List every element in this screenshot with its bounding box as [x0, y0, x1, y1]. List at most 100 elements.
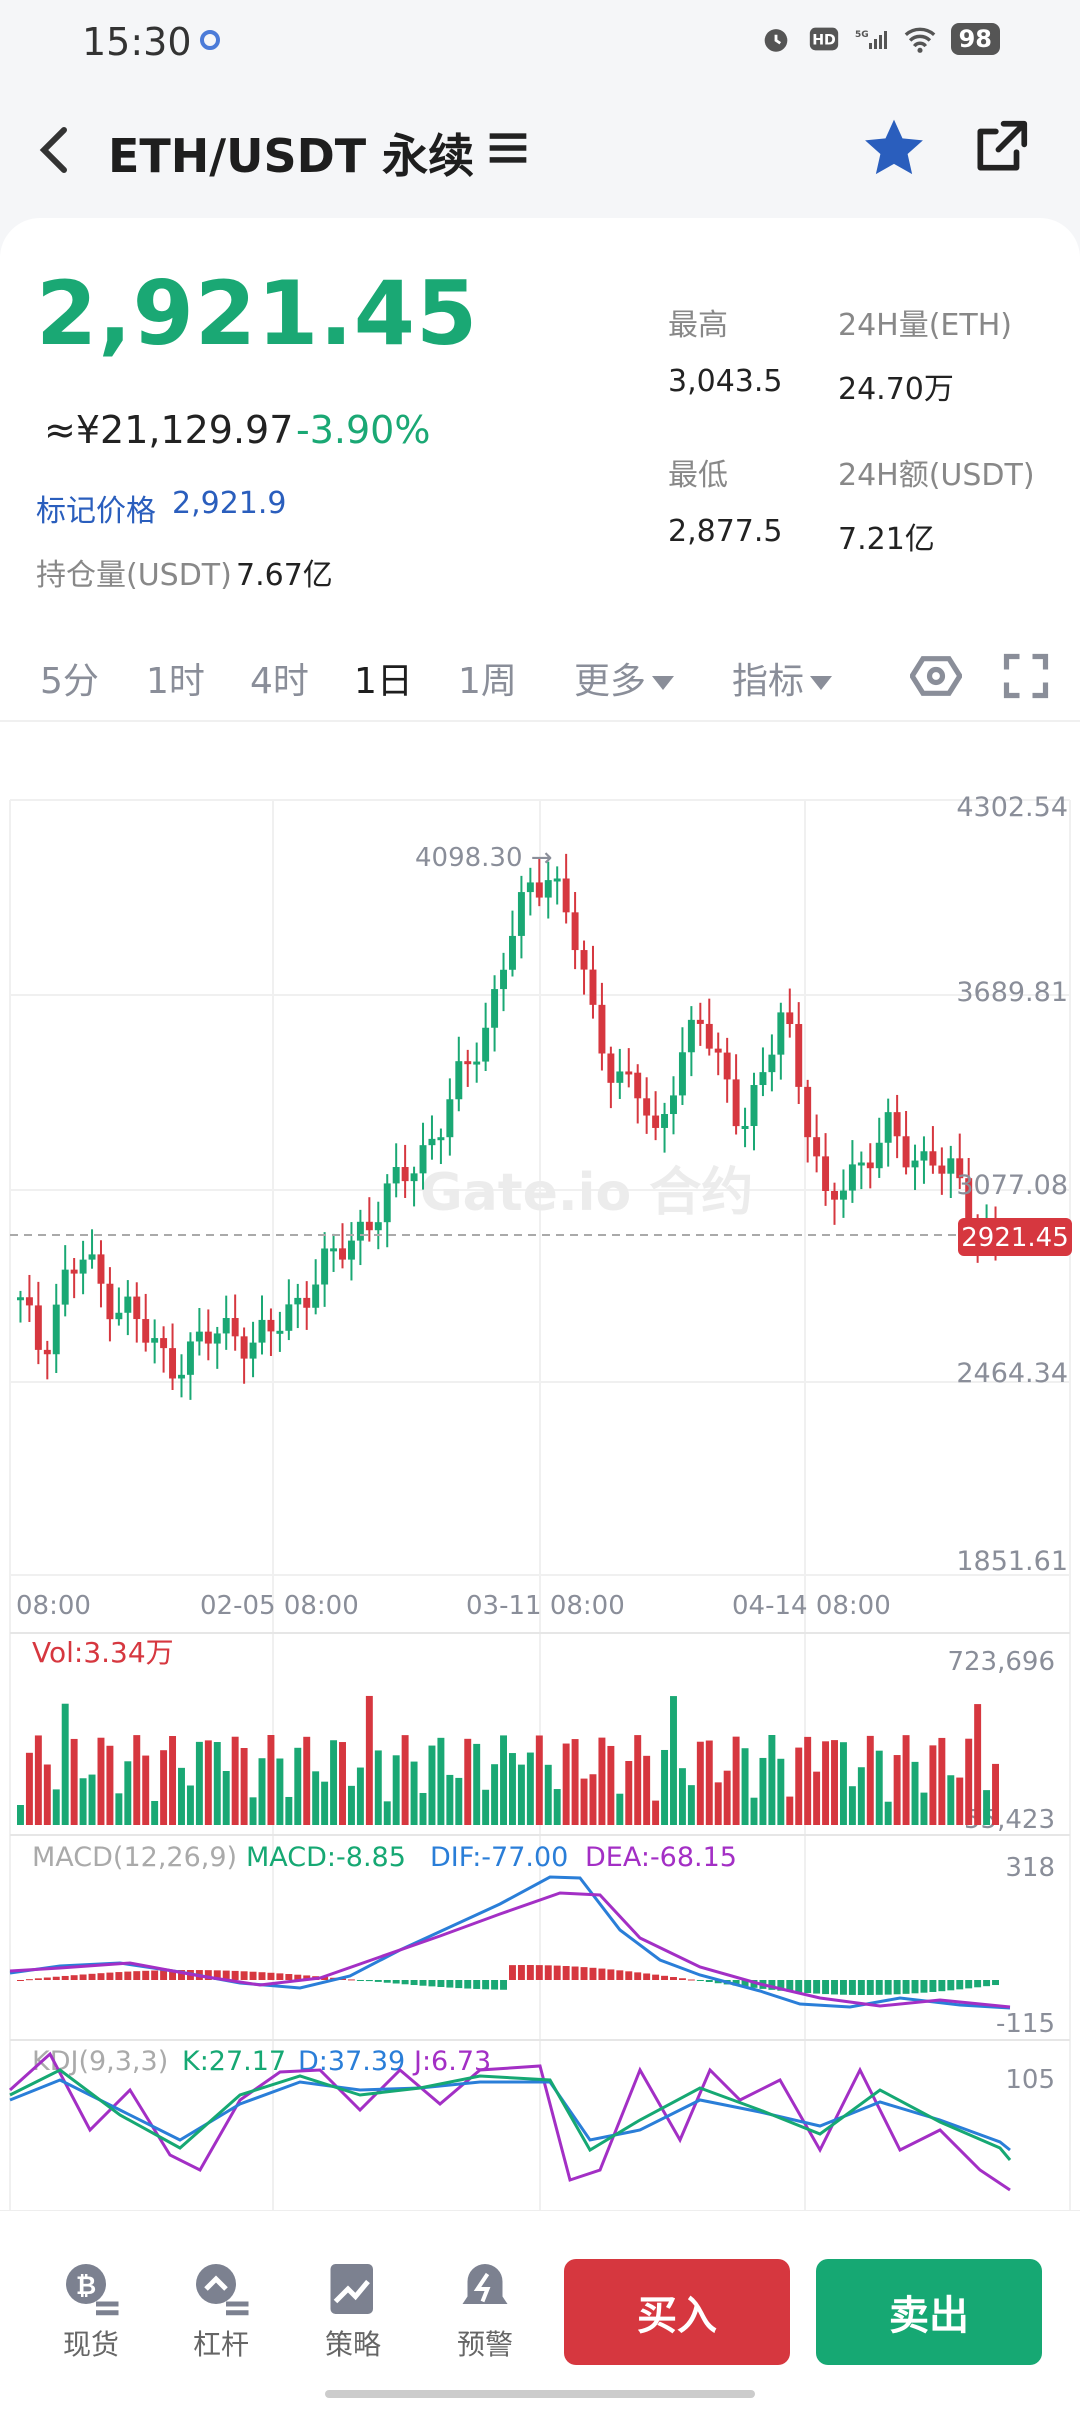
volume-bar — [777, 1758, 785, 1825]
macd-bar — [294, 1974, 302, 1980]
tab-5m[interactable]: 5分 — [40, 661, 99, 702]
nav-spot[interactable]: ₿ 现货 — [36, 2259, 146, 2363]
candle-body — [643, 1098, 651, 1116]
kdj-max: 105 — [1005, 2065, 1055, 2095]
tab-1d[interactable]: 1日 — [354, 661, 413, 702]
time-tick: 08:00 — [16, 1591, 91, 1621]
volume-bar — [446, 1774, 454, 1825]
volume-bar — [759, 1757, 767, 1825]
volume-bar — [347, 1785, 355, 1825]
nav-alert[interactable]: 预警 — [430, 2259, 540, 2363]
share-icon[interactable] — [970, 116, 1032, 178]
candle-body — [34, 1305, 42, 1350]
macd-bar — [17, 1980, 24, 1981]
volume-bar — [34, 1735, 42, 1825]
volume-bar — [482, 1789, 490, 1825]
candle-body — [473, 1061, 481, 1065]
volume-bar — [598, 1737, 606, 1825]
volume-bar — [410, 1761, 418, 1825]
kdj-k-line — [9, 2068, 1012, 2161]
mark-price-label[interactable]: 标记价格 — [36, 494, 156, 529]
volume-bar — [839, 1742, 847, 1825]
candle-body — [151, 1338, 159, 1343]
tab-1h[interactable]: 1时 — [146, 661, 205, 702]
candle-body — [178, 1374, 185, 1379]
menu-icon[interactable] — [486, 126, 530, 170]
macd-bar — [222, 1970, 230, 1980]
macd-bar — [634, 1972, 642, 1980]
macd-bar — [831, 1980, 838, 1995]
candle-body — [911, 1160, 919, 1168]
macd-bar — [866, 1980, 874, 1995]
volume-bar — [831, 1740, 838, 1825]
volume-bar — [947, 1775, 955, 1825]
macd-bar — [160, 1970, 168, 1980]
low-label: 最低 — [668, 458, 728, 493]
volume-bar — [383, 1801, 391, 1825]
kline-chart[interactable]: Gate.io 合约 2921.45 4098.30 → 4302.54 368… — [0, 770, 1080, 2220]
macd-bar — [589, 1967, 597, 1980]
candle-body — [142, 1319, 150, 1343]
svg-text:2921.45: 2921.45 — [961, 1223, 1069, 1253]
tab-1w[interactable]: 1周 — [458, 661, 517, 702]
macd-bar — [303, 1975, 311, 1980]
volume-bar — [643, 1755, 651, 1825]
candle-body — [839, 1190, 847, 1200]
nav-bar: ETH/USDT 永续 — [0, 100, 1080, 200]
chevron-down-icon — [652, 676, 675, 690]
candle-body — [741, 1125, 749, 1129]
volume-bar — [911, 1761, 919, 1825]
macd-bar — [571, 1966, 579, 1980]
high-label: 最高 — [668, 308, 728, 343]
candle-body — [598, 1004, 606, 1054]
buy-button[interactable]: 买入 — [564, 2259, 790, 2365]
volume-bar — [661, 1749, 669, 1825]
volume-bar — [884, 1801, 892, 1825]
tab-indicators[interactable]: 指标 — [732, 652, 833, 704]
settings-hexagon-icon[interactable] — [910, 650, 962, 702]
macd-bar — [920, 1980, 928, 1993]
volume-bar — [43, 1764, 51, 1825]
price-change: -3.90% — [296, 408, 431, 452]
volume-bar — [678, 1768, 686, 1825]
volume-bar — [741, 1748, 749, 1825]
macd-bar — [347, 1979, 355, 1981]
candle-body — [571, 912, 579, 951]
macd-bar — [151, 1970, 159, 1980]
macd-bar — [410, 1980, 418, 1986]
volume-bar — [535, 1735, 543, 1825]
nav-strategy[interactable]: 策略 — [298, 2259, 408, 2363]
volume-bar — [652, 1800, 660, 1825]
volume-bar — [186, 1785, 194, 1825]
volume-bar — [929, 1745, 937, 1825]
favorite-star-icon[interactable] — [860, 114, 928, 182]
strategy-chart-icon — [330, 2264, 373, 2314]
macd-bar — [839, 1980, 847, 1995]
fullscreen-icon[interactable] — [1000, 650, 1052, 702]
macd-bar — [795, 1980, 803, 1993]
volume-bar — [106, 1745, 114, 1825]
candle-body — [947, 1158, 955, 1174]
page-title[interactable]: ETH/USDT 永续 — [108, 129, 475, 183]
volume-bar — [822, 1741, 830, 1825]
volume-bar — [589, 1774, 597, 1825]
volume-bar — [723, 1770, 731, 1825]
macd-bar — [965, 1980, 973, 1989]
nav-margin[interactable]: 杠杆 — [166, 2259, 276, 2363]
volume-bar — [285, 1796, 293, 1825]
candle-body — [759, 1072, 767, 1086]
back-arrow-icon[interactable] — [30, 122, 78, 178]
volume-bar — [276, 1758, 284, 1825]
candle-body — [482, 1027, 490, 1062]
tab-4h[interactable]: 4时 — [250, 661, 309, 702]
volume-bar — [133, 1735, 141, 1825]
macd-bar — [607, 1969, 615, 1980]
macd-bar — [258, 1972, 266, 1980]
candle-body — [410, 1173, 418, 1182]
candle-body — [70, 1269, 78, 1274]
candle-body — [455, 1061, 463, 1100]
candle-body — [625, 1071, 633, 1075]
tab-more[interactable]: 更多 — [574, 652, 675, 704]
sell-button[interactable]: 卖出 — [816, 2259, 1042, 2365]
macd-bar — [240, 1971, 248, 1980]
